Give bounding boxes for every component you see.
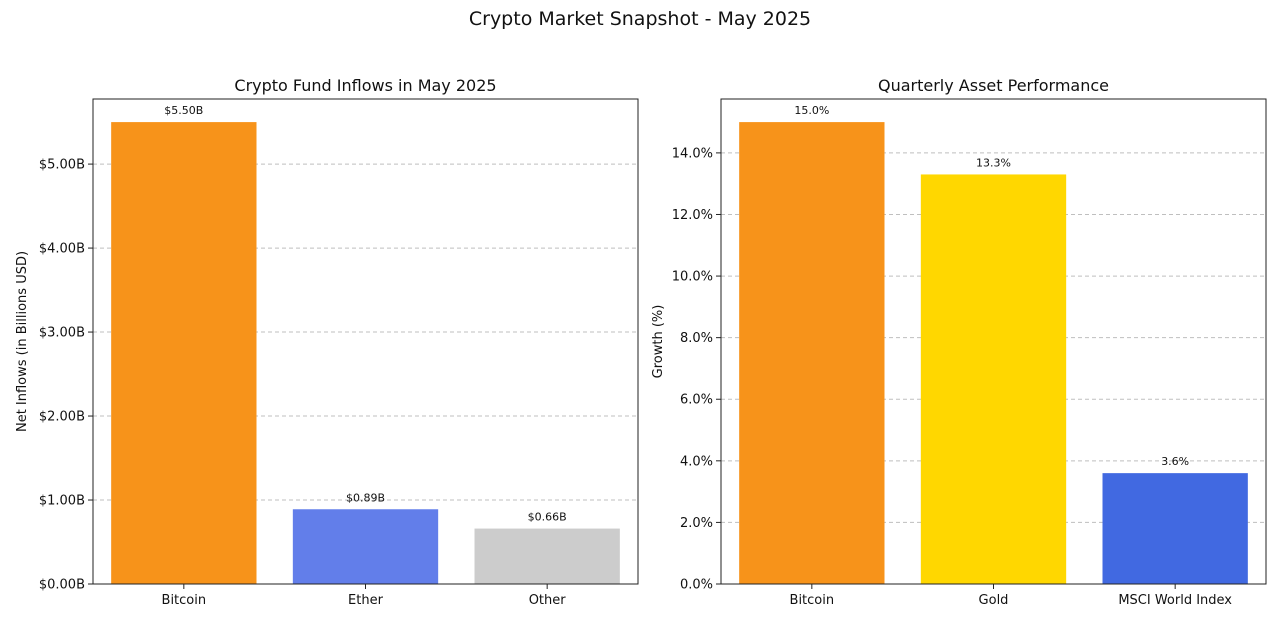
chart-1-xtick-label: Ether xyxy=(348,593,384,608)
chart-1-bar-bitcoin xyxy=(111,122,257,584)
chart-2-bar-gold xyxy=(920,174,1067,584)
chart-1-ytick-label: $3.00B xyxy=(39,326,85,341)
chart-1-data-label: $5.50B xyxy=(164,104,203,117)
chart-2-ytick-label: 0.0% xyxy=(680,578,713,593)
chart-1-data-label: $0.89B xyxy=(346,491,385,504)
chart-2-ytick-label: 8.0% xyxy=(680,331,713,346)
chart-2-title: Quarterly Asset Performance xyxy=(878,76,1109,95)
chart-1-ytick-label: $1.00B xyxy=(39,494,85,509)
chart-2-data-label: 13.3% xyxy=(976,156,1011,169)
figure-title: Crypto Market Snapshot - May 2025 xyxy=(468,8,812,30)
chart-2-data-label: 3.6% xyxy=(1161,455,1189,468)
chart-2-bar-bitcoin xyxy=(739,122,885,584)
chart-1-xtick-label: Other xyxy=(529,593,567,608)
chart-2-data-label: 15.0% xyxy=(794,104,829,117)
chart-2-ylabel: Growth (%) xyxy=(651,305,666,379)
chart-1-ytick-label: $0.00B xyxy=(39,578,85,593)
chart-2-ytick-label: 12.0% xyxy=(672,208,713,223)
chart-2-ytick-label: 4.0% xyxy=(680,454,713,469)
chart-2-xtick-label: MSCI World Index xyxy=(1118,593,1232,608)
chart-2-ytick-label: 14.0% xyxy=(672,146,713,161)
chart-2-ytick-label: 2.0% xyxy=(680,516,713,531)
chart-2-ytick-label: 6.0% xyxy=(680,393,713,408)
chart-2-xtick-label: Gold xyxy=(979,593,1009,608)
chart-1-ytick-label: $4.00B xyxy=(39,242,85,257)
chart-1-ytick-label: $5.00B xyxy=(39,158,85,173)
chart-1-data-label: $0.66B xyxy=(528,511,567,524)
chart-1-ylabel: Net Inflows (in Billions USD) xyxy=(15,251,30,432)
chart-1-bar-other xyxy=(474,528,620,584)
chart-2-ytick-label: 10.0% xyxy=(672,270,713,285)
chart-1-bar-ether xyxy=(292,509,439,584)
chart-1-title: Crypto Fund Inflows in May 2025 xyxy=(234,76,496,95)
chart-2-xtick-label: Bitcoin xyxy=(790,593,835,608)
chart-1-ytick-label: $2.00B xyxy=(39,410,85,425)
chart-2-bar-msci-world-index xyxy=(1102,473,1248,584)
chart-1-xtick-label: Bitcoin xyxy=(162,593,207,608)
